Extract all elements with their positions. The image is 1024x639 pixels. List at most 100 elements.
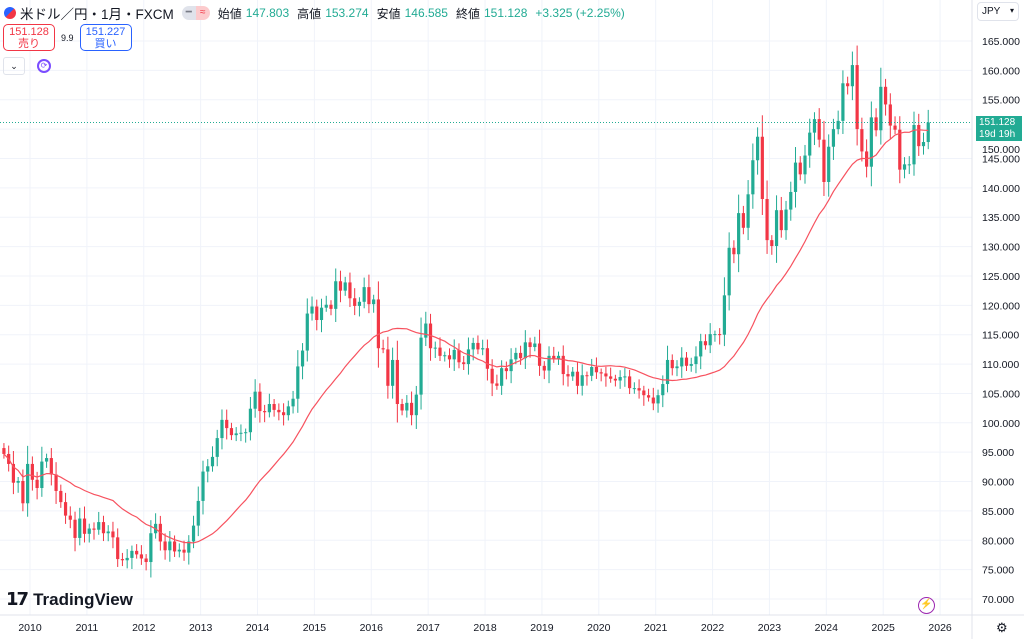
candle-body xyxy=(315,306,319,321)
open-value: 147.803 xyxy=(245,6,290,20)
candle-body xyxy=(751,160,755,195)
x-tick-label: 2011 xyxy=(76,622,99,634)
candle-body xyxy=(191,525,196,542)
candle-body xyxy=(713,334,717,336)
sell-button[interactable]: 151.128 売り xyxy=(3,24,55,51)
candle-body xyxy=(111,531,115,538)
candle-body xyxy=(898,129,902,170)
sync-icon[interactable]: ⟳ xyxy=(37,59,51,73)
candle-body xyxy=(476,342,480,350)
candle-body xyxy=(68,515,72,520)
x-tick-label: 2014 xyxy=(246,622,270,634)
x-tick-label: 2024 xyxy=(815,622,839,634)
candle-body xyxy=(409,402,414,416)
y-tick-label: 165.000 xyxy=(982,36,1020,48)
y-tick-label: 80.000 xyxy=(982,535,1014,547)
low-label: 安値 xyxy=(376,6,401,21)
candle-body xyxy=(187,541,191,553)
last-price: 151.128 xyxy=(979,117,1016,128)
sell-label: 売り xyxy=(18,38,40,50)
candle-body xyxy=(547,355,551,371)
y-tick-label: 100.000 xyxy=(982,418,1020,430)
candle-body xyxy=(35,479,39,489)
candle-body xyxy=(561,355,565,375)
candle-body xyxy=(737,213,741,255)
x-tick-label: 2017 xyxy=(416,622,440,634)
candle-body xyxy=(329,304,333,309)
candle-body xyxy=(334,281,338,309)
tradingview-logo[interactable]: 𝟭𝟳 TradingView xyxy=(6,589,133,610)
lightning-icon[interactable]: ⚡ xyxy=(918,597,935,614)
currency-select[interactable]: JPY ▾ xyxy=(977,2,1019,21)
candle-body xyxy=(457,349,461,363)
candle-body xyxy=(651,397,655,404)
y-tick-label: 110.000 xyxy=(982,359,1019,371)
candle-body xyxy=(362,287,366,302)
collapse-chevron-down-icon[interactable]: ⌄ xyxy=(3,57,25,75)
x-tick-label: 2018 xyxy=(473,622,497,634)
gear-icon[interactable]: ⚙ xyxy=(996,620,1008,635)
candle-body xyxy=(656,395,660,404)
candle-body xyxy=(101,522,106,534)
candle-body xyxy=(395,359,399,405)
market-status[interactable]: ━ ≈ xyxy=(181,6,210,20)
candle-body xyxy=(585,375,589,377)
candle-body xyxy=(253,391,257,409)
candle-body xyxy=(836,120,840,130)
candle-body xyxy=(462,362,466,365)
candle-body xyxy=(210,456,215,467)
x-tick-label: 2025 xyxy=(872,622,896,634)
candle-body xyxy=(30,463,34,480)
symbol-title[interactable]: 米ドル／円・1月・FXCM xyxy=(20,7,174,22)
candle-body xyxy=(827,146,831,182)
buy-button[interactable]: 151.227 買い xyxy=(79,24,132,51)
candle-body xyxy=(286,406,290,416)
candle-body xyxy=(893,125,897,130)
candle-body xyxy=(552,355,556,359)
candle-body xyxy=(485,348,490,369)
candle-body xyxy=(846,83,850,87)
x-tick-label: 2020 xyxy=(587,622,611,634)
candle-body xyxy=(277,409,281,413)
candle-body xyxy=(699,341,703,357)
candle-body xyxy=(760,136,764,200)
candle-body xyxy=(381,348,385,350)
candle-body xyxy=(784,209,788,231)
candle-body xyxy=(732,247,736,255)
candle-body xyxy=(718,334,722,336)
candle-body xyxy=(661,384,665,396)
candle-body xyxy=(523,342,527,359)
candle-body xyxy=(73,519,77,538)
candle-body xyxy=(139,554,143,559)
brand-name: TradingView xyxy=(33,589,133,609)
candle-body xyxy=(902,164,907,170)
candle-body xyxy=(798,162,802,175)
high-label: 高値 xyxy=(297,6,322,21)
y-tick-label: 125.000 xyxy=(982,271,1020,283)
candle-body xyxy=(229,428,234,436)
x-tick-label: 2019 xyxy=(530,622,554,634)
close-label: 終値 xyxy=(455,6,480,21)
candle-body xyxy=(727,247,731,296)
candle-body xyxy=(116,537,120,560)
x-tick-label: 2022 xyxy=(701,622,725,634)
x-tick-label: 2012 xyxy=(132,622,156,634)
y-tick-label: 85.000 xyxy=(982,506,1014,518)
candle-body xyxy=(689,364,693,366)
open-label: 始値 xyxy=(217,6,242,21)
candle-body xyxy=(613,378,617,381)
bar-countdown: 19d 19h xyxy=(979,129,1016,140)
candle-body xyxy=(623,376,627,378)
candle-body xyxy=(793,162,798,192)
y-tick-label: 120.000 xyxy=(982,300,1020,312)
candle-body xyxy=(912,124,916,165)
candle-body xyxy=(163,541,167,551)
candle-body xyxy=(144,558,148,563)
candle-body xyxy=(628,376,632,389)
x-tick-label: 2026 xyxy=(928,622,952,634)
candle-body xyxy=(225,419,229,429)
candle-body xyxy=(580,375,584,386)
candle-body xyxy=(447,355,452,360)
candle-body xyxy=(850,65,854,87)
